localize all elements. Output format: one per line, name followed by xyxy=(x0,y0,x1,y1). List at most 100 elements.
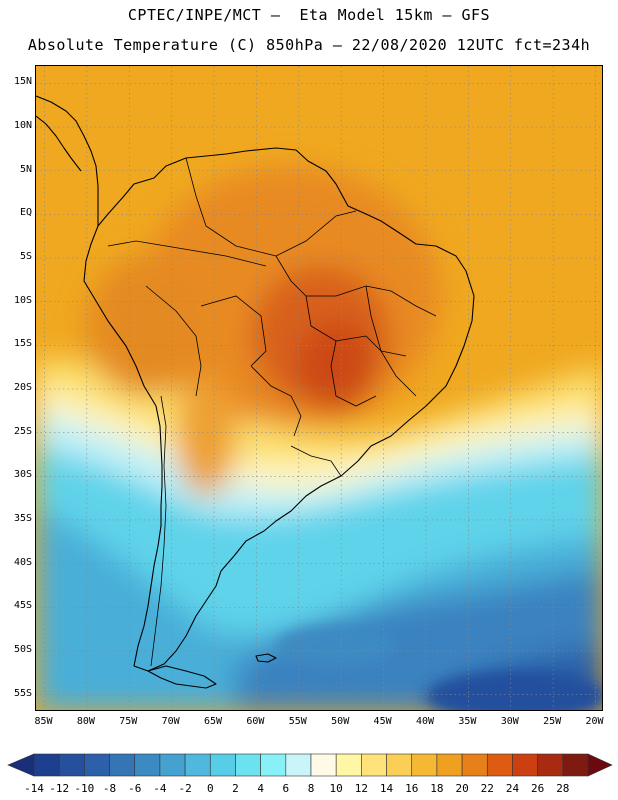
colorbar-tick-label: 14 xyxy=(379,782,394,795)
colorbar-swatch xyxy=(486,753,513,777)
caribbean-coastline xyxy=(36,115,82,172)
colorbar-swatch xyxy=(361,753,387,777)
border-peru-bolivia xyxy=(145,285,202,397)
colorbar-swatch xyxy=(84,753,110,777)
colorbar-tick-label: -2 xyxy=(178,782,192,795)
border-andean xyxy=(107,240,267,267)
lon-label: 85W xyxy=(34,716,53,727)
colorbar-swatch xyxy=(386,753,413,777)
colorbar-tick-label: 12 xyxy=(354,782,368,795)
colorbar-swatch xyxy=(235,753,261,777)
colorbar-swatch xyxy=(184,753,211,777)
lat-label: 50S xyxy=(13,643,32,655)
field-andes-warm xyxy=(86,256,206,396)
colorbar-tick-label: 0 xyxy=(206,782,214,795)
lon-label: 75W xyxy=(119,716,138,727)
lon-label: 40W xyxy=(415,716,434,727)
colorbar-tick-label: 22 xyxy=(480,782,494,795)
colorbar-swatch xyxy=(537,753,564,777)
map-frame xyxy=(35,65,603,711)
colorbar-swatch xyxy=(285,753,312,777)
map-title-line2: Absolute Temperature (C) 850hPa – 22/08/… xyxy=(27,36,591,54)
lat-label: 20S xyxy=(13,382,32,393)
border-uruguay xyxy=(290,445,342,477)
lon-label: 80W xyxy=(76,716,95,727)
colorbar-tick-label: 6 xyxy=(282,782,290,795)
lat-label: 30S xyxy=(13,469,32,481)
country-borders xyxy=(107,157,437,667)
colorbar-swatch xyxy=(134,753,161,777)
colorbar-tick-label: 8 xyxy=(307,782,315,795)
field-patch-blue-south xyxy=(276,626,396,666)
lon-label: 45W xyxy=(373,716,392,727)
colorbar-tick-label: 24 xyxy=(505,782,520,795)
border-bolivia-brazil xyxy=(200,295,267,367)
colorbar-swatch xyxy=(260,753,287,777)
colorbar-swatch xyxy=(335,753,362,777)
colorbar-tick-label: -10 xyxy=(74,782,95,795)
lat-label: 5S xyxy=(19,251,32,263)
border-brazil-states-2 xyxy=(305,295,407,357)
colorbar-tick-label: 16 xyxy=(405,782,419,795)
central-america-coastline xyxy=(36,95,99,226)
colorbar-swatch xyxy=(562,753,589,777)
border-brazil-states-3 xyxy=(330,340,377,407)
temperature-map xyxy=(36,66,602,710)
field-cold-patches xyxy=(276,626,602,710)
colorbar-swatch xyxy=(159,753,186,777)
colorbar-tick-label: -14 xyxy=(24,782,44,795)
field-red-core xyxy=(296,321,376,411)
lat-label: 25S xyxy=(13,425,32,437)
field-patch-deepblue-se xyxy=(426,671,602,710)
lat-label: 15N xyxy=(13,76,32,88)
lon-label: 65W xyxy=(203,716,223,727)
colorbar-tick-label: -4 xyxy=(153,782,167,795)
lat-label: 15S xyxy=(13,338,32,350)
lat-label: 35S xyxy=(13,512,32,524)
lat-label: 45S xyxy=(13,600,32,612)
lat-label: 10S xyxy=(13,294,32,306)
colorbar-swatch xyxy=(512,753,538,777)
colorbar-swatch xyxy=(209,753,236,777)
lat-label: 10N xyxy=(13,120,32,132)
colorbar-swatch xyxy=(109,753,136,777)
colorbar-tick-label: -12 xyxy=(49,782,70,795)
colorbar-swatch xyxy=(33,753,60,777)
border-paraguay xyxy=(250,365,302,437)
colorbar-tick-label: 26 xyxy=(531,782,545,795)
colorbar-tick-label: 10 xyxy=(329,782,343,795)
lon-label: 60W xyxy=(246,716,265,727)
falkland-islands xyxy=(255,653,277,663)
colorbar-under-arrow xyxy=(7,753,35,777)
colorbar-swatch xyxy=(461,753,488,777)
border-argentina-chile xyxy=(150,395,167,667)
colorbar-tick-label: -6 xyxy=(128,782,142,795)
colorbar-tick-label: 20 xyxy=(455,782,469,795)
south-america-coastline xyxy=(83,147,475,672)
colorbar-swatch xyxy=(436,753,463,777)
lat-label: EQ xyxy=(19,207,32,219)
lat-label: 55S xyxy=(13,687,32,699)
colorbar-tick-label: 18 xyxy=(430,782,444,795)
lat-label: 40S xyxy=(13,556,32,568)
lon-label: 25W xyxy=(543,716,562,727)
colorbar-tick-label: 2 xyxy=(232,782,239,795)
field-southern-warm-tongue xyxy=(176,376,236,496)
border-brazil-states-1 xyxy=(275,255,437,317)
tierra-del-fuego xyxy=(147,665,217,689)
lon-label: 35W xyxy=(458,716,477,727)
colorbar-swatch xyxy=(58,753,85,777)
colorbar xyxy=(7,753,613,777)
lon-label: 20W xyxy=(585,716,604,727)
colorbar-swatch xyxy=(310,753,337,777)
coastlines xyxy=(36,95,475,689)
colorbar-tick-label: -8 xyxy=(102,782,117,795)
colorbar-tick-label: 4 xyxy=(257,782,264,795)
lon-label: 55W xyxy=(288,716,307,727)
colorbar-tick-label: 28 xyxy=(556,782,570,795)
lon-label: 30W xyxy=(500,716,519,727)
map-title-line1: CPTEC/INPE/MCT – Eta Model 15km – GFS xyxy=(127,6,491,24)
colorbar-swatch xyxy=(411,753,438,777)
colorbar-over-arrow xyxy=(587,753,613,777)
border-amazon xyxy=(185,157,357,257)
